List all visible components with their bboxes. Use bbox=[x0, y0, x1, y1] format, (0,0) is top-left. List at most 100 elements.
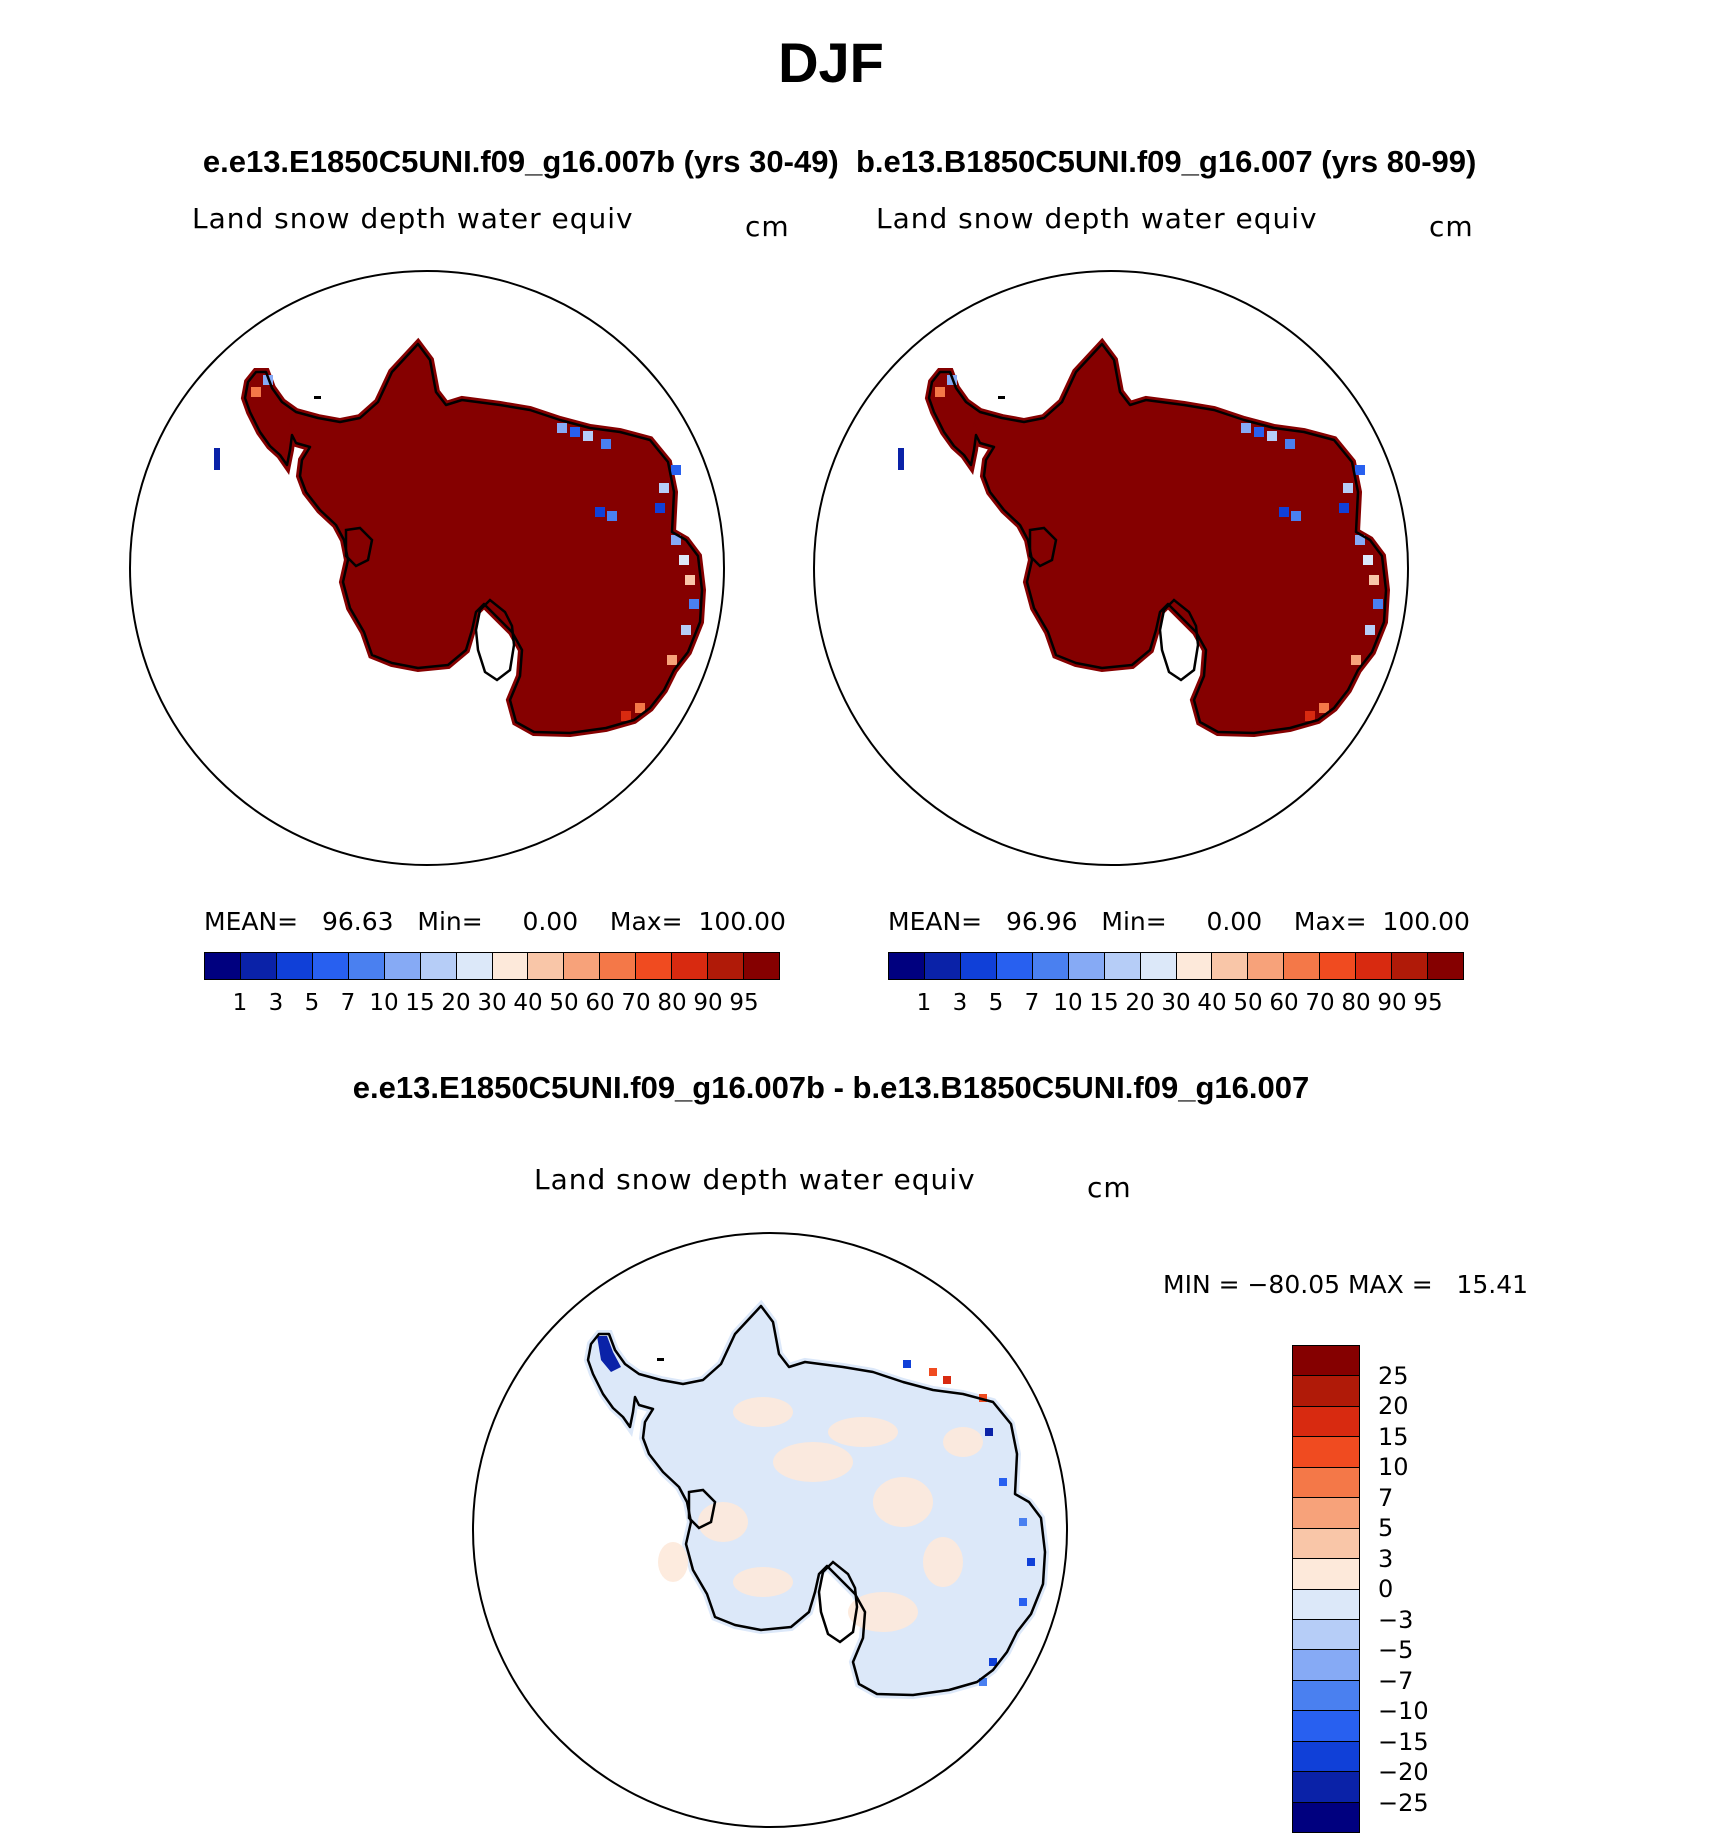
colorbar-tick-label: 7 bbox=[1024, 990, 1040, 1016]
colorbar-swatch bbox=[312, 953, 349, 979]
coastal-pixel bbox=[929, 1368, 937, 1376]
coastal-pixel bbox=[1373, 599, 1383, 609]
colorbar-swatch bbox=[636, 953, 673, 979]
colorbar-swatch bbox=[1104, 953, 1141, 979]
positive-anomaly-patch bbox=[848, 1592, 918, 1632]
panel-1-max-label: Max= bbox=[609, 907, 683, 936]
colorbar-swatch bbox=[1293, 1619, 1359, 1651]
colorbar-swatch bbox=[276, 953, 313, 979]
coastal-pixel bbox=[989, 1658, 997, 1666]
colorbar-tick-label: 70 bbox=[1305, 990, 1335, 1016]
colorbar-tick-label: −20 bbox=[1378, 1758, 1429, 1786]
difference-title: e.e13.E1850C5UNI.f09_g16.007b - b.e13.B1… bbox=[352, 1070, 1310, 1105]
coastal-pixel bbox=[659, 483, 669, 493]
figure-title: DJF bbox=[778, 31, 884, 94]
figure-subtitle: e.e13.E1850C5UNI.f09_g16.007b (yrs 30-49… bbox=[0, 108, 1662, 180]
peninsula-negative-anomaly bbox=[597, 1336, 621, 1372]
colorbar-swatch bbox=[1293, 1376, 1359, 1407]
colorbar-swatch bbox=[1176, 953, 1213, 979]
colorbar-tick-label: 20 bbox=[1125, 990, 1155, 1016]
difference-units: cm bbox=[1087, 1171, 1132, 1204]
colorbar-swatch bbox=[600, 953, 637, 979]
colorbar-swatch bbox=[708, 953, 745, 979]
coastal-pixel bbox=[1241, 423, 1251, 433]
coastal-pixel bbox=[679, 555, 689, 565]
colorbar-swatch bbox=[1293, 1406, 1359, 1438]
colorbar-tick-label: 10 bbox=[1053, 990, 1083, 1016]
coastal-pixel bbox=[671, 465, 681, 475]
colorbar-tick-label: 5 bbox=[1378, 1514, 1394, 1542]
colorbar-tick-label: 90 bbox=[1377, 990, 1407, 1016]
coastline bbox=[243, 342, 704, 735]
colorbar-tick-label: 15 bbox=[1378, 1422, 1409, 1451]
ross-ice-shelf-outline bbox=[1158, 598, 1200, 682]
panel-1-max-value: 100.00 bbox=[698, 907, 786, 936]
island-outline bbox=[314, 396, 321, 399]
coastal-pixel bbox=[1365, 625, 1375, 635]
panel-1-min-value: 0.00 bbox=[522, 907, 579, 936]
coastal-pixel bbox=[979, 1394, 987, 1402]
positive-anomaly-patch bbox=[658, 1542, 688, 1582]
difference-antarctica bbox=[583, 1299, 1050, 1700]
colorbar-swatch bbox=[960, 953, 997, 979]
positive-anomaly-patch bbox=[733, 1397, 793, 1427]
colorbar-tick-label: 60 bbox=[585, 990, 615, 1016]
colorbar-tick-label: 95 bbox=[729, 990, 759, 1016]
colorbar-tick-label: 25 bbox=[1378, 1361, 1409, 1390]
coastal-pixel bbox=[635, 703, 645, 713]
difference-colorbar bbox=[1292, 1345, 1360, 1833]
ronne-ice-shelf-outline bbox=[1028, 526, 1058, 568]
panel-2-mean-label: MEAN= bbox=[888, 907, 983, 936]
coastline bbox=[586, 1304, 1047, 1697]
positive-anomaly-patch bbox=[873, 1477, 933, 1527]
colorbar-swatch bbox=[456, 953, 493, 979]
coastal-pixel bbox=[1285, 439, 1295, 449]
panel-1-mean-label: MEAN= bbox=[204, 907, 299, 936]
colorbar-tick-label: 80 bbox=[657, 990, 687, 1016]
coastal-pixel bbox=[667, 655, 677, 665]
colorbar-tick-label: 3 bbox=[268, 990, 284, 1016]
coastal-pixel bbox=[1305, 711, 1315, 721]
difference-variable: Land snow depth water equiv bbox=[534, 1163, 976, 1196]
colorbar-swatch bbox=[1320, 953, 1357, 979]
colorbar-swatch bbox=[1284, 953, 1321, 979]
colorbar-tick-label: −7 bbox=[1378, 1666, 1414, 1695]
colorbar-tick-label: 10 bbox=[1378, 1453, 1409, 1481]
coastal-pixel bbox=[685, 575, 695, 585]
colorbar-swatch bbox=[1068, 953, 1105, 979]
coastal-pixel bbox=[655, 503, 665, 513]
colorbar-tick-label: 10 bbox=[369, 990, 399, 1016]
coastal-pixel bbox=[1027, 1558, 1035, 1566]
coastal-pixel bbox=[1355, 465, 1365, 475]
coastal-pixel bbox=[251, 387, 261, 397]
colorbar-tick-label: 7 bbox=[1378, 1483, 1394, 1512]
subtitle-left: e.e13.E1850C5UNI.f09_g16.007b (yrs 30-49… bbox=[202, 144, 839, 179]
colorbar-tick-label: 40 bbox=[1197, 990, 1227, 1016]
colorbar-swatch bbox=[492, 953, 529, 979]
colorbar-swatch bbox=[1428, 953, 1463, 979]
panel-2-mean-value: 96.96 bbox=[1005, 907, 1078, 936]
coastal-pixel bbox=[979, 1678, 987, 1686]
difference-colorbar-ticks: 25 20 15 10 7 5 3 0 −3 −5 −7 −10 −15 −20 −25 bbox=[1378, 1345, 1458, 1833]
colorbar-tick-label: −10 bbox=[1378, 1697, 1429, 1725]
panel-2-min-value: 0.00 bbox=[1206, 907, 1263, 936]
colorbar-swatch bbox=[1293, 1772, 1359, 1803]
coastal-pixel bbox=[1291, 511, 1301, 521]
island-pixel bbox=[898, 448, 904, 470]
colorbar-swatch bbox=[1248, 953, 1285, 979]
colorbar-tick-label: 80 bbox=[1341, 990, 1371, 1016]
colorbar-swatch bbox=[1293, 1802, 1359, 1832]
colorbar-tick-label: 20 bbox=[1378, 1392, 1409, 1420]
colorbar-tick-label: 20 bbox=[441, 990, 471, 1016]
colorbar-tick-label: −15 bbox=[1378, 1727, 1429, 1756]
panel-1-min-label: Min= bbox=[417, 907, 483, 936]
coastal-pixel bbox=[1369, 575, 1379, 585]
colorbar-tick-label: 30 bbox=[1161, 990, 1191, 1016]
colorbar-tick-label: 15 bbox=[1089, 990, 1119, 1016]
colorbar-tick-label: 95 bbox=[1413, 990, 1443, 1016]
coastal-pixel bbox=[1355, 535, 1365, 545]
colorbar-tick-label: 30 bbox=[477, 990, 507, 1016]
colorbar-swatch bbox=[672, 953, 709, 979]
